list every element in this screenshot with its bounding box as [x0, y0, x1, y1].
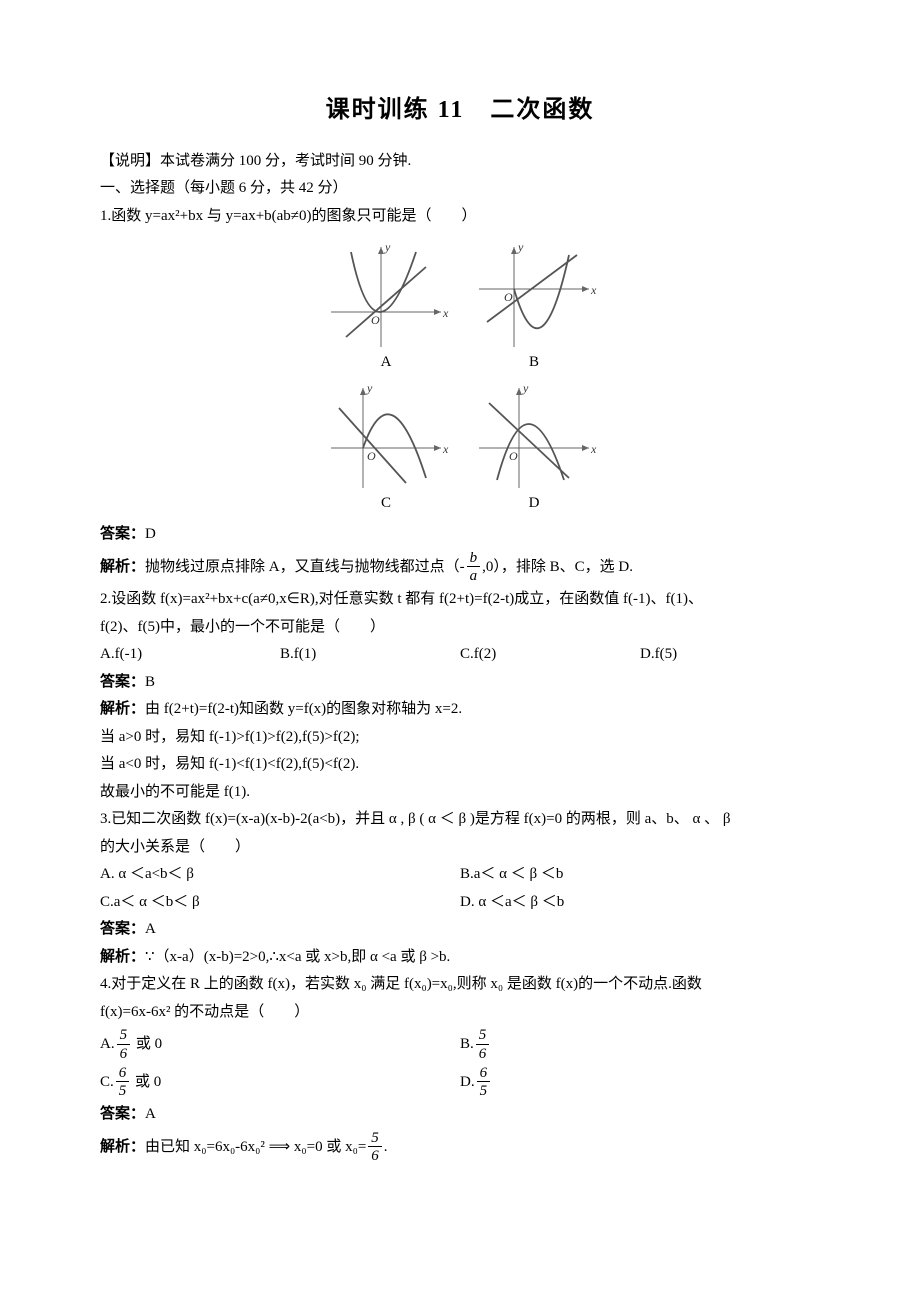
- q3-stem-line1: 3.已知二次函数 f(x)=(x-a)(x-b)-2(a<b)，并且 α , β…: [100, 807, 820, 833]
- q3-option-a: A. α ＜a<b＜ β: [100, 862, 460, 888]
- figure-a: x y O A: [321, 237, 451, 376]
- q3-stem-line2: 的大小关系是（ ）: [100, 835, 820, 861]
- answer-label: 答案：: [100, 921, 145, 937]
- svg-text:O: O: [509, 449, 518, 463]
- figure-label-d: D: [529, 491, 540, 517]
- answer-label: 答案：: [100, 526, 145, 542]
- q1-stem: 1.函数 y=ax²+bx 与 y=ax+b(ab≠0)的图象只可能是（ ）: [100, 204, 820, 230]
- q3-options-row1: A. α ＜a<b＜ β B.a＜ α ＜ β ＜b: [100, 862, 820, 888]
- fraction-6-5: 65: [116, 1065, 130, 1101]
- q2-option-b: B.f(1): [280, 642, 460, 668]
- fraction-b-over-a: ba: [467, 550, 481, 586]
- q1-figures: x y O A x y O B: [100, 237, 820, 516]
- q2-stem-line2: f(2)、f(5)中，最小的一个不可能是（ ）: [100, 615, 820, 641]
- q4-stem-line2: f(x)=6x-6x² 的不动点是（ ）: [100, 1000, 820, 1026]
- q4-option-c: C.65 或 0: [100, 1065, 460, 1101]
- svg-text:x: x: [590, 442, 597, 456]
- figure-label-a: A: [381, 350, 392, 376]
- fraction-5-6: 56: [476, 1027, 490, 1063]
- q2-expl1: 解析：由 f(2+t)=f(2-t)知函数 y=f(x)的图象对称轴为 x=2.: [100, 697, 820, 723]
- svg-text:O: O: [504, 290, 513, 304]
- explanation-label: 解析：: [100, 701, 145, 717]
- q3-explanation: 解析：∵（x-a）(x-b)=2>0,∴x<a 或 x>b,即 α <a 或 β…: [100, 945, 820, 971]
- answer-value: A: [145, 1106, 156, 1122]
- q4-option-b: B.56: [460, 1027, 820, 1063]
- page-title: 课时训练 11 二次函数: [100, 90, 820, 131]
- expl-text-pre: 抛物线过原点排除 A，又直线与抛物线都过点（-: [145, 559, 465, 575]
- q4-stem-line1: 4.对于定义在 R 上的函数 f(x)，若实数 x₀ 满足 f(x₀)=x₀,则…: [100, 972, 820, 998]
- explanation-label: 解析：: [100, 559, 145, 575]
- figure-label-c: C: [381, 491, 391, 517]
- answer-label: 答案：: [100, 1106, 145, 1122]
- q2-answer: 答案：B: [100, 670, 820, 696]
- figure-b: x y O B: [469, 237, 599, 376]
- q2-options: A.f(-1) B.f(1) C.f(2) D.f(5): [100, 642, 820, 668]
- answer-label: 答案：: [100, 674, 145, 690]
- q4-explanation: 解析：由已知 x₀=6x₀-6x₀² ⟹ x₀=0 或 x₀=56.: [100, 1130, 820, 1166]
- svg-text:y: y: [517, 240, 524, 254]
- svg-text:y: y: [384, 240, 391, 254]
- q2-stem-line1: 2.设函数 f(x)=ax²+bx+c(a≠0,x∈R),对任意实数 t 都有 …: [100, 587, 820, 613]
- fraction-6-5: 65: [477, 1065, 491, 1101]
- q2-option-d: D.f(5): [640, 642, 820, 668]
- svg-text:x: x: [442, 442, 449, 456]
- section-header: 一、选择题（每小题 6 分，共 42 分）: [100, 176, 820, 202]
- q1-answer: 答案：D: [100, 522, 820, 548]
- intro-text: 【说明】本试卷满分 100 分，考试时间 90 分钟.: [100, 149, 820, 175]
- q4-answer: 答案：A: [100, 1102, 820, 1128]
- q2-expl2: 当 a>0 时，易知 f(-1)>f(1)>f(2),f(5)>f(2);: [100, 725, 820, 751]
- q3-option-d: D. α ＜a＜ β ＜b: [460, 890, 820, 916]
- q4-option-d: D.65: [460, 1065, 820, 1101]
- explanation-label: 解析：: [100, 1139, 145, 1155]
- q3-options-row2: C.a＜ α ＜b＜ β D. α ＜a＜ β ＜b: [100, 890, 820, 916]
- answer-value: D: [145, 526, 156, 542]
- q2-option-a: A.f(-1): [100, 642, 280, 668]
- answer-value: A: [145, 921, 156, 937]
- q3-option-c: C.a＜ α ＜b＜ β: [100, 890, 460, 916]
- q4-options-row2: C.65 或 0 D.65: [100, 1065, 820, 1101]
- q2-option-c: C.f(2): [460, 642, 640, 668]
- fraction-5-6: 56: [368, 1130, 382, 1166]
- svg-text:x: x: [442, 306, 449, 320]
- answer-value: B: [145, 674, 155, 690]
- q3-option-b: B.a＜ α ＜ β ＜b: [460, 862, 820, 888]
- q3-answer: 答案：A: [100, 917, 820, 943]
- svg-text:x: x: [590, 283, 597, 297]
- svg-text:O: O: [367, 449, 376, 463]
- fraction-5-6: 56: [117, 1027, 131, 1063]
- q1-explanation: 解析：抛物线过原点排除 A，又直线与抛物线都过点（-ba,0），排除 B、C，选…: [100, 550, 820, 586]
- q2-expl3: 当 a<0 时，易知 f(-1)<f(1)<f(2),f(5)<f(2).: [100, 752, 820, 778]
- svg-text:y: y: [366, 381, 373, 395]
- figure-label-b: B: [529, 350, 539, 376]
- q2-expl4: 故最小的不可能是 f(1).: [100, 780, 820, 806]
- q4-options-row1: A.56 或 0 B.56: [100, 1027, 820, 1063]
- figure-d: x y O D: [469, 378, 599, 517]
- q4-option-a: A.56 或 0: [100, 1027, 460, 1063]
- figure-c: x y O C: [321, 378, 451, 517]
- explanation-label: 解析：: [100, 949, 145, 965]
- svg-text:y: y: [522, 381, 529, 395]
- expl-text-post: ,0），排除 B、C，选 D.: [482, 559, 633, 575]
